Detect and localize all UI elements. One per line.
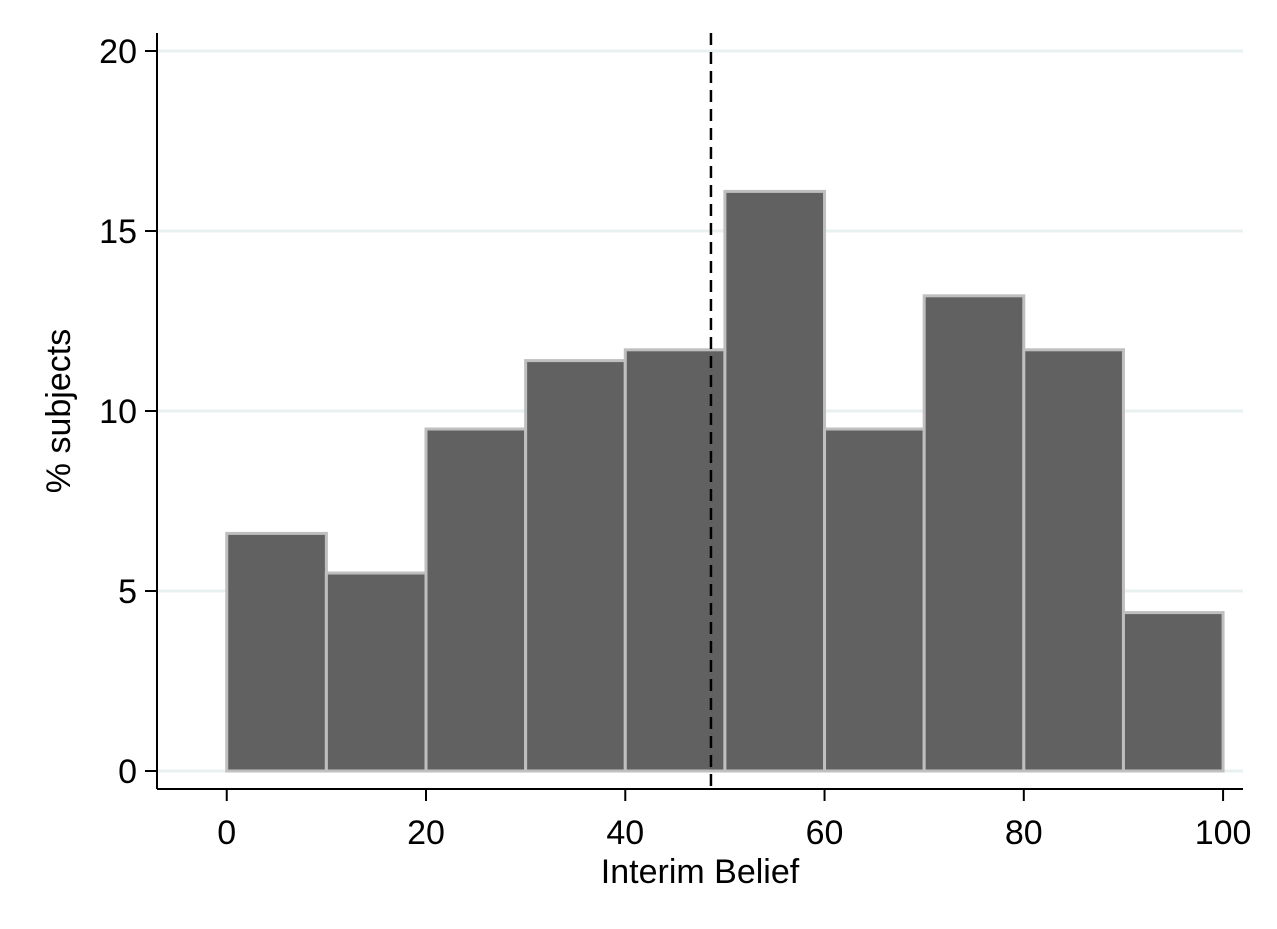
histogram-bar xyxy=(324,571,428,773)
histogram-bar xyxy=(823,427,926,773)
histogram-bar xyxy=(225,531,328,773)
x-tick-label: 0 xyxy=(217,814,236,852)
axes: 0 5 10 15 20 0 20 40 60 80 100 xyxy=(99,33,1251,852)
x-tick-label: 40 xyxy=(606,814,644,852)
histogram-bar xyxy=(723,189,827,773)
y-axis-title: % subjects xyxy=(40,329,78,493)
histogram-bar xyxy=(424,427,528,773)
y-tick-label: 15 xyxy=(99,213,137,251)
bars xyxy=(225,189,1225,773)
x-axis-title: Interim Belief xyxy=(601,853,800,891)
histogram-bar xyxy=(922,294,1026,773)
histogram-bar xyxy=(623,348,727,773)
x-tick-label: 20 xyxy=(407,814,445,852)
x-tick-label: 80 xyxy=(1005,814,1043,852)
histogram-bar xyxy=(524,359,627,773)
x-tick-label: 60 xyxy=(806,814,844,852)
y-tick-label: 10 xyxy=(99,393,137,431)
x-tick-label: 100 xyxy=(1195,814,1252,852)
y-tick-label: 20 xyxy=(99,33,137,71)
histogram-bar xyxy=(1022,348,1125,773)
y-tick-label: 5 xyxy=(118,573,137,611)
histogram-bar xyxy=(1121,611,1225,773)
y-tick-label: 0 xyxy=(118,753,137,791)
